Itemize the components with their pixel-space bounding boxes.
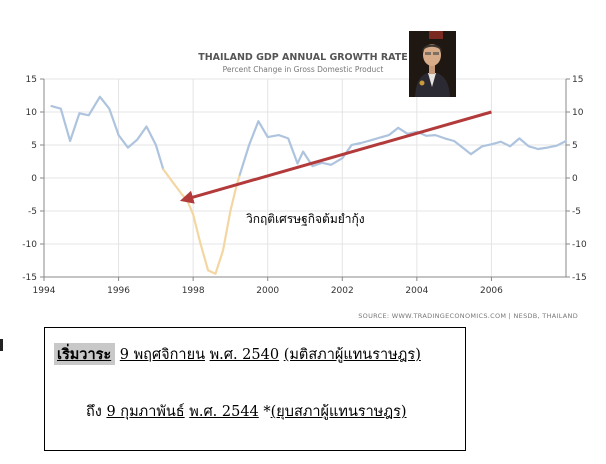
y-tick-label-left: 5 [31, 141, 37, 151]
gdp-growth-chart: THAILAND GDP ANNUAL GROWTH RATE Percent … [22, 52, 587, 320]
y-tick-label-left: -10 [22, 240, 37, 250]
grid-lines [43, 78, 566, 278]
x-axis: 1994 1996 1998 2000 2002 2004 2006 [33, 276, 566, 296]
slide-bullet [0, 339, 3, 351]
y-tick-label-left: 15 [26, 75, 37, 85]
term-start-year: พ.ศ. 2540 [209, 347, 280, 363]
y-tick-label-right: 10 [572, 108, 584, 118]
man-portrait-icon [409, 31, 456, 97]
y-tick-label-left: -5 [28, 207, 37, 217]
y-tick-label-right: -15 [572, 273, 587, 283]
annotation-label: วิกฤติเศรษฐกิจต้มยำกุ้ง [246, 212, 365, 227]
y-tick-label-right: 5 [572, 141, 578, 151]
term-end-reason-text: (ยุบสภาผู้แทนราษฎร) [270, 404, 407, 420]
y-tick-label-right: -10 [572, 240, 587, 250]
term-info-box: เริ่มวาระ 9 พฤศจิกายน พ.ศ. 2540 (มติสภาผ… [44, 327, 466, 451]
y-axis-right: 15 10 5 0 -5 -10 -15 [565, 75, 587, 283]
source-label: SOURCE: WWW.TRADINGECONOMICS.COM | NESDB… [358, 312, 578, 320]
y-tick-label-right: 15 [572, 75, 583, 85]
term-start-date: 9 พฤศจิกายน [119, 347, 205, 363]
x-tick-label: 2002 [331, 286, 354, 296]
x-tick-label: 1994 [33, 286, 56, 296]
annotation-arrow [179, 110, 492, 204]
y-tick-label-left: -15 [22, 273, 37, 283]
term-end-label: ถึง [86, 404, 102, 420]
crisis-series-line [162, 168, 241, 275]
term-end-year: พ.ศ. 2544 [189, 404, 259, 420]
y-tick-label-left: 10 [26, 108, 38, 118]
term-end-date: 9 กุมภาพันธ์ [106, 404, 185, 420]
y-tick-label-right: 0 [572, 174, 578, 184]
y-tick-label-left: 0 [31, 174, 37, 184]
term-end-asterisk: * [263, 404, 271, 420]
y-tick-label-right: -5 [572, 207, 581, 217]
gdp-series-line [238, 120, 568, 176]
x-tick-label: 2000 [256, 286, 279, 296]
term-start-label: เริ่มวาระ [54, 343, 116, 365]
term-start-line: เริ่มวาระ 9 พฤศจิกายน พ.ศ. 2540 (มติสภาผ… [54, 343, 421, 366]
chart-title: THAILAND GDP ANNUAL GROWTH RATE [198, 52, 408, 63]
x-tick-label: 1996 [107, 286, 130, 296]
y-axis-left: 15 10 5 0 -5 -10 -15 [22, 75, 45, 283]
chart-subtitle: Percent Change in Gross Domestic Product [223, 65, 384, 74]
term-end-line: ถึง 9 กุมภาพันธ์ พ.ศ. 2544 *(ยุบสภาผู้แท… [86, 400, 407, 423]
gdp-series-line [50, 95, 165, 171]
term-end-reason: *(ยุบสภาผู้แทนราษฎร) [263, 404, 406, 420]
x-tick-label: 2006 [480, 286, 503, 296]
series-group [50, 95, 568, 275]
x-tick-label: 2004 [405, 286, 428, 296]
term-start-reason: (มติสภาผู้แทนราษฎร) [283, 347, 421, 363]
x-tick-label: 1998 [182, 286, 205, 296]
